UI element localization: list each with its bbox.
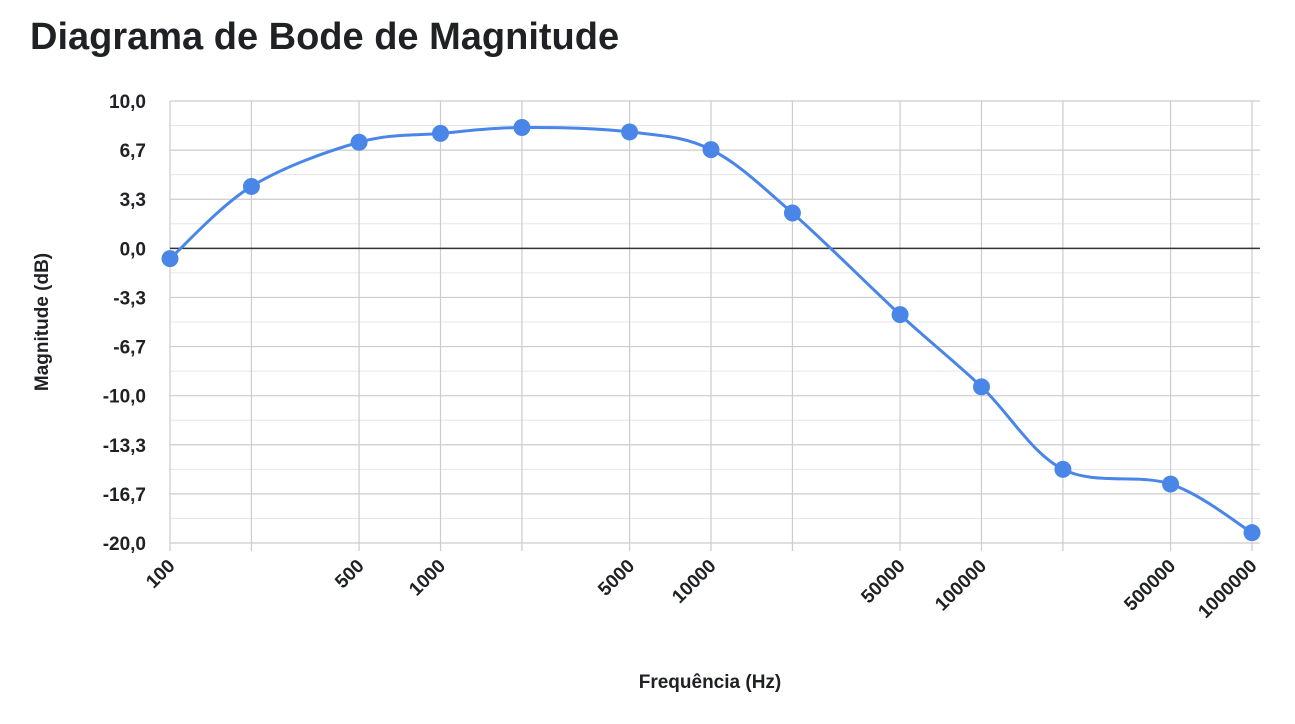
y-tick-labels: 10,0 6,7 3,3 0,0 -3,3 -6,7 -10,0 -13,3 -16,7 -20,… [103, 92, 146, 555]
y-tick-label: -20,0 [103, 534, 146, 555]
y-tick-label: -13,3 [103, 436, 146, 457]
x-tick-label: 500000 [1120, 556, 1180, 616]
y-tick-label: -3,3 [113, 288, 146, 309]
data-point [350, 133, 368, 151]
x-tick-label: 100000 [931, 556, 991, 616]
y-tick-label: 3,3 [120, 190, 146, 211]
data-point [513, 119, 531, 137]
x-tick-label: 10000 [668, 556, 720, 608]
x-tick-labels: 100 500 1000 5000 10000 50000 100000 500000 1000… [142, 556, 1261, 623]
x-tick-label: 500 [331, 556, 368, 593]
data-point [1162, 475, 1180, 493]
x-tick-label: 1000000 [1194, 556, 1261, 623]
y-tick-label: -16,7 [103, 485, 146, 506]
data-point [973, 378, 990, 396]
data-point [1243, 524, 1261, 542]
data-point [891, 306, 909, 324]
data-points [161, 119, 1261, 542]
y-axis-label: Magnitude (dB) [32, 253, 53, 391]
data-point [161, 250, 179, 268]
x-axis-label: Frequência (Hz) [639, 672, 782, 693]
x-tick-label: 5000 [594, 556, 639, 601]
y-tick-label: -10,0 [103, 387, 146, 408]
y-tick-label: 10,0 [109, 92, 146, 113]
x-tick-label: 50000 [857, 556, 909, 608]
data-point [783, 204, 801, 222]
data-point [621, 123, 639, 141]
chart-title: Diagrama de Bode de Magnitude [30, 16, 620, 58]
grid-lines [169, 100, 1260, 551]
data-point [242, 177, 260, 195]
y-tick-label: -6,7 [113, 338, 146, 359]
x-tick-label: 100 [142, 556, 179, 593]
y-tick-label: 0,0 [120, 239, 146, 260]
x-tick-label: 1000 [405, 556, 450, 601]
data-point [432, 124, 449, 142]
data-point [1054, 460, 1072, 478]
y-tick-label: 6,7 [120, 141, 146, 162]
data-point [702, 141, 720, 159]
